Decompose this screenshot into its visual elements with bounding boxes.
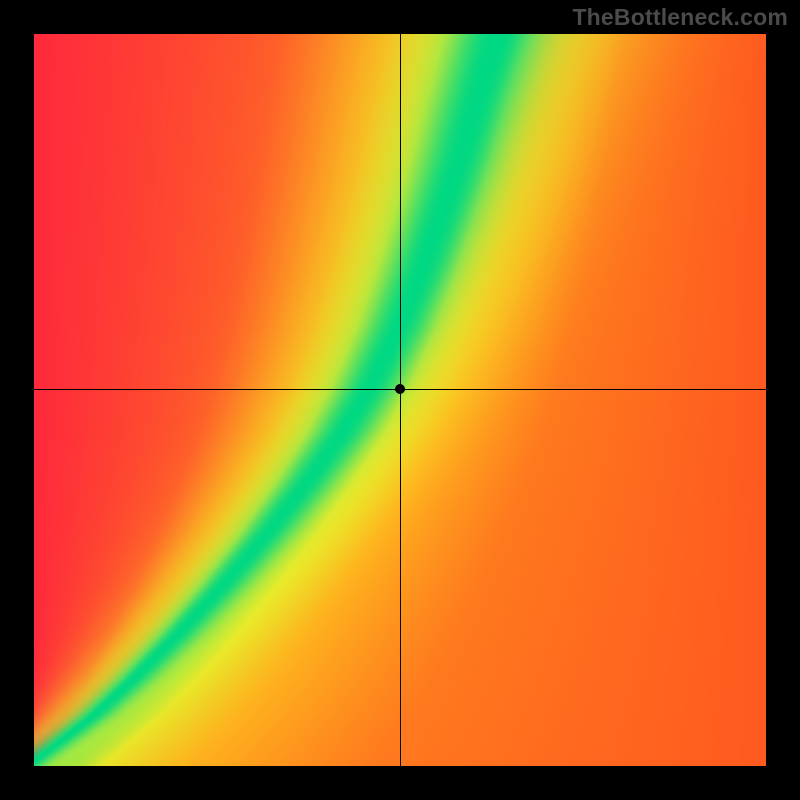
crosshair-marker: [395, 384, 405, 394]
crosshair-vertical: [400, 34, 401, 766]
chart-frame: TheBottleneck.com: [0, 0, 800, 800]
watermark-text: TheBottleneck.com: [572, 4, 788, 31]
plot-area: [34, 34, 766, 766]
